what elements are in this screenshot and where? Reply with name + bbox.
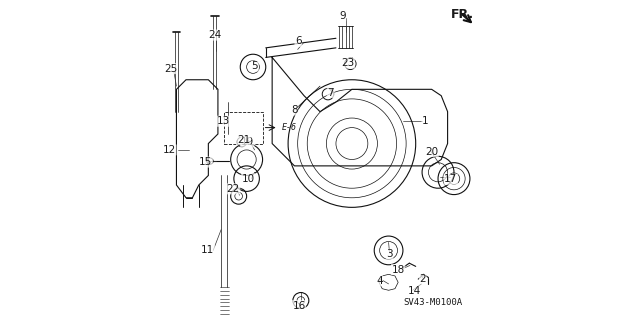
Text: 7: 7 — [327, 87, 334, 98]
Text: 6: 6 — [295, 36, 301, 47]
Text: 13: 13 — [217, 116, 230, 126]
Text: 1: 1 — [422, 116, 429, 126]
Text: 14: 14 — [408, 286, 421, 296]
Text: E-6: E-6 — [282, 123, 297, 132]
Text: 24: 24 — [208, 30, 221, 40]
Text: 23: 23 — [342, 58, 355, 68]
Text: 5: 5 — [252, 61, 258, 71]
Text: 25: 25 — [164, 63, 177, 74]
Text: FR.: FR. — [451, 8, 474, 21]
Text: 19: 19 — [241, 137, 254, 147]
Text: SV43-M0100A: SV43-M0100A — [403, 298, 462, 307]
Text: 8: 8 — [291, 105, 298, 115]
Text: 10: 10 — [242, 174, 255, 184]
Text: 2: 2 — [419, 274, 426, 284]
Text: 11: 11 — [201, 245, 214, 256]
Text: 21: 21 — [237, 135, 250, 145]
Text: 20: 20 — [425, 146, 438, 157]
Text: 9: 9 — [339, 11, 346, 21]
Text: 4: 4 — [376, 276, 383, 286]
Text: 3: 3 — [386, 249, 393, 259]
Text: 12: 12 — [163, 145, 176, 155]
Text: 22: 22 — [227, 184, 240, 194]
Text: 15: 15 — [199, 157, 212, 167]
Text: 17: 17 — [444, 174, 458, 184]
Text: 16: 16 — [292, 300, 305, 311]
Text: 18: 18 — [392, 264, 404, 275]
